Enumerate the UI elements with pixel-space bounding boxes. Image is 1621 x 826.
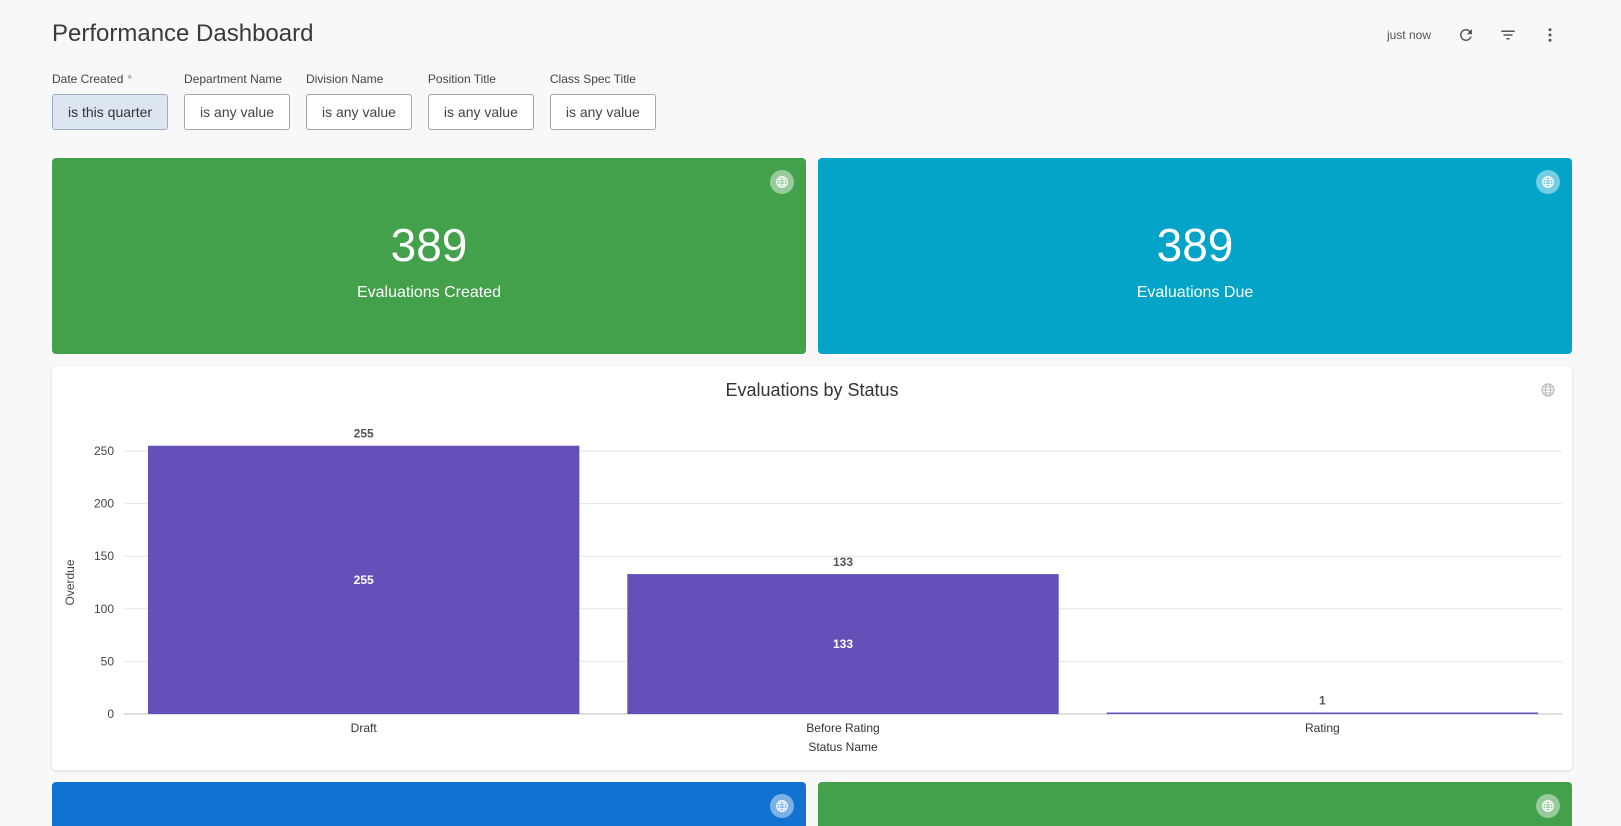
- tile-bottom-left[interactable]: [52, 782, 806, 826]
- x-tick-label: Rating: [1305, 721, 1340, 735]
- y-tick-label: 50: [101, 654, 115, 668]
- x-tick-label: Draft: [351, 721, 378, 735]
- filter-label: Date Created: [52, 72, 124, 86]
- bar-rating: [1106, 712, 1539, 714]
- chart-card-evaluations-by-status: Evaluations by Status 0 50 100 150 200 250 Ove…: [52, 366, 1572, 770]
- data-label-inside: 255: [354, 573, 374, 587]
- globe-icon[interactable]: [1536, 170, 1560, 194]
- tile-label: Evaluations Created: [356, 284, 502, 301]
- filter-class-spec-title: Class Spec Title is any value: [549, 72, 656, 130]
- globe-icon[interactable]: [1538, 380, 1558, 400]
- filter-division-name: Division Name is any value: [305, 72, 412, 130]
- x-tick-label: Before Rating: [806, 721, 879, 735]
- x-axis-label: Status Name: [808, 740, 878, 754]
- tile-value: 389: [390, 219, 468, 271]
- bar-chart: 0 50 100 150 200 250 Overdue 255 255 Draft 133 133 B…: [63, 427, 1562, 754]
- filter-label: Division Name: [305, 72, 384, 86]
- y-tick-label: 150: [94, 549, 114, 563]
- header-actions: just now: [1387, 26, 1571, 44]
- filter-division-name-chip[interactable]: is any value: [305, 94, 412, 130]
- filter-department-name-chip[interactable]: is any value: [184, 94, 290, 130]
- filter-class-spec-title-chip[interactable]: is any value: [549, 94, 656, 130]
- more-vert-icon[interactable]: [1541, 26, 1559, 44]
- y-axis-label: Overdue: [63, 559, 77, 605]
- data-label-top: 255: [354, 427, 374, 441]
- last-refreshed-text: just now: [1386, 28, 1431, 42]
- y-tick-label: 250: [94, 444, 114, 458]
- refresh-icon[interactable]: [1457, 26, 1475, 44]
- tile-label: Evaluations Due: [1136, 284, 1254, 301]
- filter-position-title-chip[interactable]: is any value: [427, 94, 534, 130]
- y-tick-label: 0: [107, 707, 114, 721]
- data-label-top: 133: [833, 555, 853, 569]
- bar-draft: [147, 445, 580, 714]
- data-label-top: 1: [1319, 694, 1326, 708]
- filter-icon[interactable]: [1499, 26, 1517, 44]
- filter-bar: Date Created * is this quarter Department…: [52, 72, 672, 130]
- filter-label: Position Title: [427, 72, 496, 86]
- filter-date-created: Date Created * is this quarter: [52, 72, 169, 130]
- required-marker: *: [127, 72, 133, 86]
- tile-value: 389: [1156, 219, 1234, 271]
- y-tick-label: 100: [94, 602, 114, 616]
- tile-evaluations-created[interactable]: 389 Evaluations Created: [52, 158, 806, 354]
- tile-evaluations-due[interactable]: 389 Evaluations Due: [818, 158, 1572, 354]
- page-title: Performance Dashboard: [52, 20, 314, 47]
- globe-icon[interactable]: [770, 794, 794, 818]
- data-label-inside: 133: [833, 637, 853, 651]
- filter-label: Class Spec Title: [549, 72, 636, 86]
- dashboard-header: Performance Dashboard just now: [52, 20, 1552, 52]
- bar-before-rating: [627, 574, 1059, 714]
- y-tick-label: 200: [94, 497, 114, 511]
- filter-label: Department Name: [184, 72, 283, 86]
- filter-department-name: Department Name is any value: [184, 72, 290, 130]
- globe-icon[interactable]: [770, 170, 794, 194]
- filter-position-title: Position Title is any value: [427, 72, 534, 130]
- filter-date-created-chip[interactable]: is this quarter: [52, 94, 169, 130]
- globe-icon[interactable]: [1536, 794, 1560, 818]
- tile-bottom-right[interactable]: [818, 782, 1572, 826]
- chart-title: Evaluations by Status: [725, 380, 899, 400]
